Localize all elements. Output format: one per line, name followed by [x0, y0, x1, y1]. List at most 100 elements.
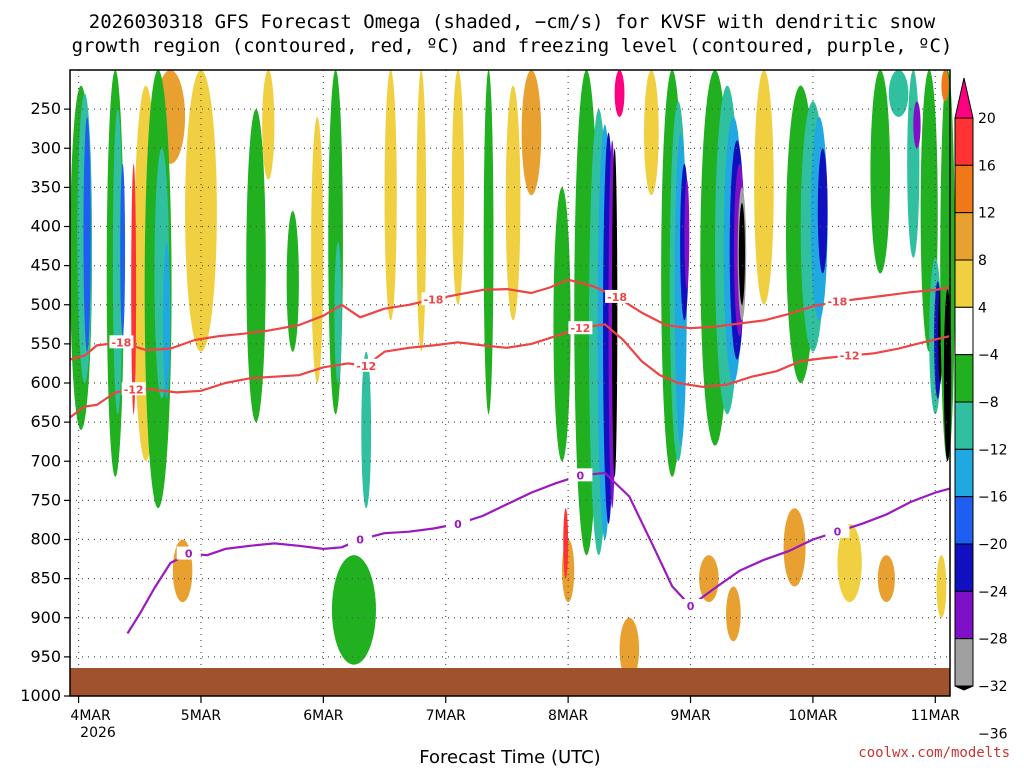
colorbar-cell	[954, 212, 974, 261]
contour-layer: -18 -18 -18 -18 -12 -12 -12 -12 0 0 0 0 0 0	[69, 278, 951, 634]
y-tick-label: 700	[30, 451, 61, 470]
omega-shade-cell	[334, 242, 342, 383]
omega-shading-layer	[70, 69, 955, 681]
x-tick-label: 11MAR	[911, 708, 960, 724]
dgz-upper-contour	[69, 278, 951, 361]
colorbar-label: 20	[978, 111, 996, 127]
colorbar-cell	[954, 164, 974, 214]
credit-text: coolwx.com/modelts	[858, 745, 1010, 761]
contour-label: -12	[840, 350, 860, 363]
omega-shade-cell	[940, 70, 955, 462]
colorbar-cell	[954, 117, 974, 166]
y-axis-ticks: 250 300 350 400 450 500 550 600 650 700 750 800 850 9…	[20, 99, 70, 705]
omega-shade-cell	[83, 116, 91, 352]
y-tick-label: 500	[30, 295, 61, 314]
dgz-lower-contour	[69, 323, 951, 419]
colorbar-label: −32	[978, 679, 1008, 695]
x-tick-label: 7MAR	[426, 708, 467, 724]
terrain-ground	[70, 668, 950, 696]
x-tick-label: 8MAR	[548, 708, 589, 724]
contour-label: 0	[356, 534, 364, 547]
omega-shade-cell	[416, 70, 427, 352]
y-tick-label: 350	[30, 177, 61, 196]
colorbar-top-arrow	[954, 77, 974, 119]
contour-label: 0	[687, 600, 695, 613]
colorbar-cell	[954, 496, 974, 545]
y-tick-label: 550	[30, 334, 61, 353]
x-tick-label: 6MAR	[303, 708, 344, 724]
contour-label-bg	[421, 292, 446, 306]
colorbar-label: 4	[978, 300, 987, 316]
y-tick-label: 900	[30, 608, 61, 627]
y-tick-label: 650	[30, 412, 61, 431]
colorbar-label: −8	[978, 395, 999, 411]
omega-shade-cell	[521, 70, 542, 196]
colorbar-cell	[954, 401, 974, 450]
colorbar-label: 16	[978, 158, 996, 174]
contour-label: -18	[424, 293, 444, 306]
colorbar-label: −28	[978, 632, 1008, 648]
omega-shade-cell	[311, 116, 324, 383]
grid-lines	[70, 70, 950, 696]
contour-label: -12	[570, 322, 590, 335]
contour-label: -12	[124, 383, 144, 396]
contour-label-bg	[568, 468, 593, 482]
x-tick-label: 10MAR	[788, 708, 837, 724]
y-tick-label: 450	[30, 256, 61, 275]
x-axis-ticks: 4MAR 5MAR 6MAR 7MAR 8MAR 9MAR 10MAR 11MAR	[70, 696, 960, 724]
omega-shade-cell	[131, 163, 137, 415]
contour-label: 0	[454, 518, 462, 531]
omega-shade-cell	[738, 203, 745, 305]
contour-label-bg	[354, 358, 379, 372]
colorbar-label: −12	[978, 442, 1008, 458]
x-tick-label: 5MAR	[181, 708, 222, 724]
omega-shade-cell	[361, 351, 372, 509]
colorbar-cell	[954, 448, 974, 498]
omega-shade-cell	[611, 148, 618, 477]
contour-label: -18	[827, 296, 847, 309]
colorbar-label: −4	[978, 348, 999, 364]
x-axis-year-label: 2026	[80, 725, 116, 741]
contour-label-bg	[445, 516, 470, 530]
contour-label-bg	[678, 599, 703, 613]
colorbar-cell	[954, 259, 974, 308]
y-tick-label: 250	[30, 99, 61, 118]
omega-shade-cell	[754, 70, 774, 305]
x-tick-label: 4MAR	[70, 708, 111, 724]
freezing-level-contour	[126, 471, 951, 634]
omega-shade-cell	[644, 70, 659, 196]
contour-label: -12	[356, 360, 376, 373]
contour-label-bg	[568, 321, 593, 335]
y-tick-label: 850	[30, 569, 61, 588]
omega-shade-cell	[331, 555, 376, 665]
colorbar: 20 16 12 8 4 −4 −8 −12 −16 −20 −24 −28 −32 −36	[954, 77, 1008, 742]
omega-shade-cell	[619, 617, 640, 681]
omega-shade-cell	[384, 70, 397, 321]
colorbar-label: −24	[978, 584, 1008, 600]
contour-label-bg	[825, 524, 850, 538]
colorbar-label: 8	[978, 253, 987, 269]
colorbar-cell	[954, 590, 974, 640]
omega-shade-cell	[286, 210, 299, 352]
contour-label: -18	[607, 291, 627, 304]
omega-shade-cell	[936, 555, 947, 618]
colorbar-cell	[954, 638, 974, 687]
omega-shade-cell	[907, 69, 920, 258]
y-tick-label: 600	[30, 373, 61, 392]
contour-label-bg	[109, 335, 134, 349]
omega-shade-cell	[163, 242, 171, 399]
omega-shade-cell	[451, 70, 465, 305]
omega-shade-cell	[699, 555, 719, 603]
omega-shade-cell	[913, 101, 921, 149]
contour-label: 0	[834, 526, 842, 539]
y-tick-label: 400	[30, 217, 61, 236]
y-tick-label: 950	[30, 647, 61, 666]
x-axis-label: Forecast Time (UTC)	[419, 747, 600, 768]
omega-shade-cell	[563, 508, 569, 579]
y-tick-label: 1000	[20, 686, 61, 705]
omega-shade-cell	[684, 179, 690, 290]
colorbar-label: −16	[978, 490, 1008, 506]
colorbar-label: −20	[978, 537, 1008, 553]
omega-shade-cell	[553, 187, 571, 462]
